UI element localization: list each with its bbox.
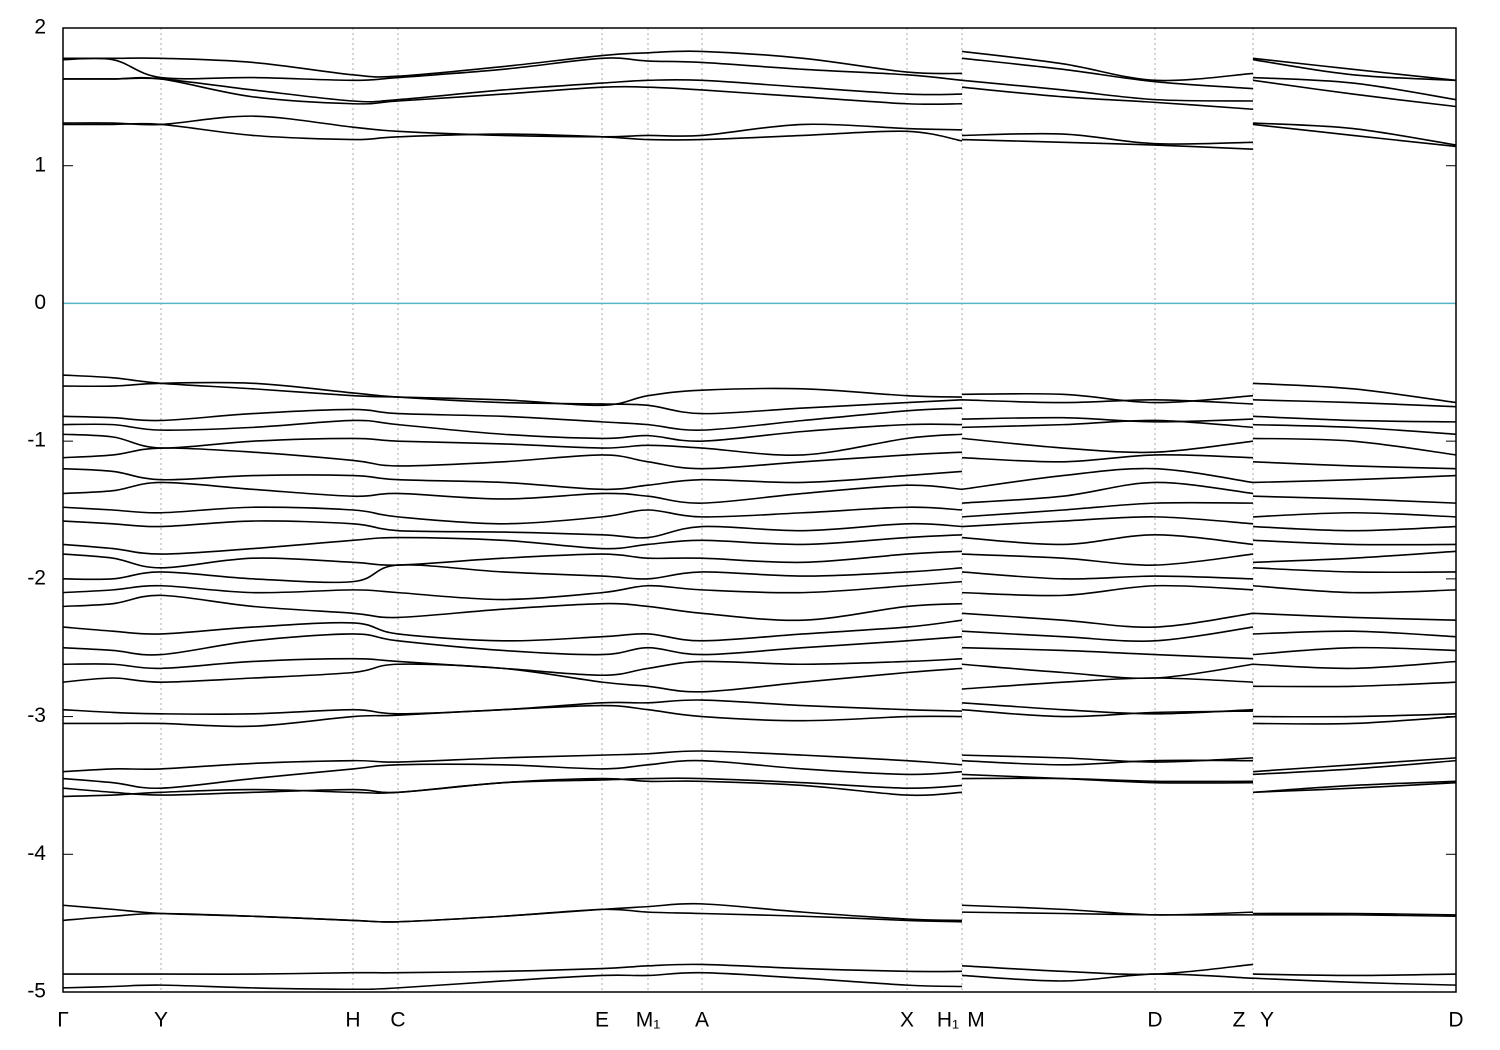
y-tick-label: 0 xyxy=(34,291,46,314)
y-tick-label: -2 xyxy=(27,566,46,589)
x-tick-label: Z xyxy=(1233,1009,1246,1032)
band-line xyxy=(63,50,1457,82)
x-tick-label: C xyxy=(390,1009,405,1032)
band-line xyxy=(63,76,1457,103)
band-line xyxy=(62,908,1457,923)
band-line xyxy=(62,633,1457,660)
x-tick-label: M₁ xyxy=(636,1009,661,1032)
band-line xyxy=(62,419,1457,442)
band-line xyxy=(62,481,1457,504)
x-tick-label: H₁ xyxy=(937,1009,959,1032)
band-line xyxy=(62,759,1457,790)
band-line xyxy=(62,57,1457,90)
band-line xyxy=(62,467,1457,491)
band-line xyxy=(62,533,1457,555)
band-line xyxy=(62,516,1457,539)
band-line xyxy=(62,663,1457,693)
y-tick-label: 2 xyxy=(34,16,46,39)
x-tick-label: A xyxy=(695,1009,709,1032)
band-line xyxy=(62,374,1457,407)
band-line xyxy=(62,580,1457,601)
band-line xyxy=(62,902,1457,923)
y-tick-label: -4 xyxy=(27,842,46,865)
band-line xyxy=(62,657,1457,680)
band-line xyxy=(62,619,1457,642)
y-tick-label: -3 xyxy=(27,704,46,727)
band-line xyxy=(62,971,1457,991)
x-tick-label: Γ xyxy=(57,1009,69,1032)
band-line xyxy=(62,699,1457,718)
x-tick-label: D xyxy=(1448,1009,1463,1032)
plot-frame xyxy=(62,27,1457,993)
x-tick-label: H xyxy=(345,1009,360,1032)
x-tick-label: E xyxy=(595,1009,609,1032)
band-line xyxy=(62,407,1457,431)
band-line xyxy=(62,564,1457,584)
x-tick-label: Y xyxy=(154,1009,168,1032)
y-tick-label: -5 xyxy=(27,980,46,1003)
band-line xyxy=(62,704,1457,728)
x-tick-label: M xyxy=(967,1009,985,1032)
grid-layer xyxy=(62,27,1457,993)
band-line xyxy=(62,381,1457,415)
band-line xyxy=(63,122,1457,150)
band-line xyxy=(62,501,1457,525)
x-tick-label: Y xyxy=(1260,1009,1274,1032)
y-tick-label: -1 xyxy=(27,429,46,452)
band-line xyxy=(62,594,1457,629)
x-tick-label: X xyxy=(900,1009,914,1032)
band-line xyxy=(63,76,1457,111)
band-line xyxy=(62,447,1457,470)
band-line xyxy=(62,433,1457,456)
band-line xyxy=(62,115,1457,146)
y-tick-label: 1 xyxy=(34,153,46,176)
band-line xyxy=(62,550,1457,569)
bands-layer xyxy=(62,50,1457,991)
x-tick-label: D xyxy=(1147,1009,1162,1032)
band-line xyxy=(62,773,1457,798)
band-line xyxy=(63,963,1457,977)
